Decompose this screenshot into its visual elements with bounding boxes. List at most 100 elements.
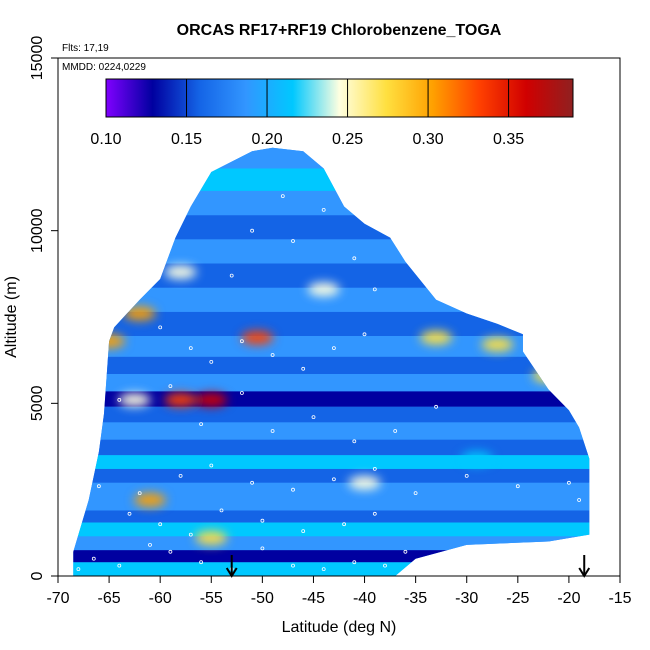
heatmap-band [73, 536, 590, 551]
heatmap-band [73, 191, 590, 216]
colorbar-fill [105, 78, 574, 118]
heatmap-hotspot [348, 475, 381, 490]
sample-point [331, 477, 336, 482]
heatmap-band [73, 263, 590, 288]
sample-point [383, 563, 387, 568]
sample-point [91, 556, 96, 561]
colorbar-ticks: 0.10 0.15 0.20 0.25 0.30 0.35 [90, 79, 524, 148]
sample-point [280, 194, 285, 199]
sample-point [219, 508, 224, 513]
sample-point [567, 480, 571, 485]
x-axis: -70 -65 -60 -55 -50 -45 -40 -35 -30 -25 -20 -15 [46, 576, 632, 607]
colorbar-tick-label: 0.20 [251, 131, 282, 148]
sample-point [291, 563, 295, 568]
colorbar-tick-label: 0.10 [90, 131, 121, 148]
x-tick-label: -35 [404, 590, 427, 607]
heatmap-band [73, 422, 590, 440]
x-tick-label: -30 [455, 590, 478, 607]
y-axis: 0 5000 10000 15000 [29, 36, 58, 580]
sample-point [178, 473, 183, 478]
heatmap-band [73, 455, 590, 469]
sample-point [250, 480, 255, 485]
heatmap-hotspot [195, 392, 228, 407]
sample-point [250, 228, 255, 233]
sample-point [158, 522, 163, 527]
sample-point [413, 491, 418, 496]
x-tick-label: -65 [98, 590, 121, 607]
x-tick-label: -25 [506, 590, 529, 607]
heatmap-band [73, 336, 590, 357]
sample-point [209, 463, 214, 468]
heatmap-band [73, 439, 590, 456]
sample-point [199, 422, 204, 427]
heatmap-band [73, 482, 590, 497]
sample-point [188, 346, 193, 351]
sample-point [342, 522, 347, 527]
sample-point [311, 415, 316, 420]
heatmap-band [73, 522, 590, 537]
colorbar: 0.10 0.15 0.20 0.25 0.30 0.35 [90, 78, 574, 148]
heatmap-band [73, 406, 590, 423]
flight-arrows [225, 555, 591, 578]
x-tick-label: -55 [200, 590, 223, 607]
sample-point [403, 549, 408, 554]
sample-point [148, 543, 152, 547]
sample-point [352, 439, 357, 444]
sample-point [168, 549, 173, 554]
heatmap-band [73, 215, 590, 240]
x-tick-label: -50 [251, 590, 274, 607]
sample-point [352, 256, 357, 261]
sample-point [260, 518, 265, 523]
heatmap-hotspot [118, 392, 151, 407]
sample-point [321, 207, 326, 212]
sample-point [199, 560, 204, 565]
x-axis-label: Latitude (deg N) [282, 619, 397, 636]
heatmap-band [73, 356, 590, 374]
sample-point [209, 359, 214, 364]
heatmap-band [73, 496, 590, 511]
heatmap-band [73, 168, 590, 191]
x-tick-label: -15 [608, 590, 631, 607]
sample-point [188, 532, 193, 537]
x-tick-label: -60 [149, 590, 172, 607]
colorbar-tick-label: 0.35 [493, 131, 524, 148]
heatmap-hotspot [164, 392, 197, 407]
flights-label: Flts: 17,19 [62, 43, 109, 54]
heatmap-band [73, 374, 590, 392]
sample-point [239, 391, 244, 395]
colorbar-tick-label: 0.30 [412, 131, 443, 148]
sample-point [393, 429, 398, 433]
heatmap-hotspot [241, 330, 274, 345]
sample-point [577, 498, 581, 502]
sample-point [260, 546, 265, 551]
y-axis-label: Altitude (m) [3, 276, 20, 358]
sample-point [291, 487, 295, 492]
sample-point [352, 560, 357, 565]
y-tick-label: 0 [29, 571, 46, 580]
heatmap-hotspot [164, 265, 197, 280]
heatmap-hotspot [532, 368, 565, 383]
y-tick-label: 5000 [29, 385, 46, 421]
sample-point [158, 325, 163, 330]
chart-title: ORCAS RF17+RF19 Chlorobenzene_TOGA [177, 22, 502, 39]
x-tick-label: -20 [557, 590, 580, 607]
sample-point [117, 397, 122, 402]
heatmap-hotspot [93, 334, 126, 349]
sample-point [168, 384, 173, 389]
sample-point [301, 366, 306, 371]
sample-points [76, 194, 581, 571]
sample-point [321, 567, 326, 571]
heatmap-band [73, 562, 590, 576]
heatmap-band [73, 510, 590, 523]
sample-point [117, 563, 122, 568]
sample-point [362, 332, 367, 337]
heatmap-hotspot [195, 531, 228, 545]
plot-frame [57, 57, 621, 577]
heatmap-band [73, 550, 590, 563]
sample-point [76, 567, 81, 571]
sample-point [239, 339, 244, 344]
flight-arrow [225, 555, 238, 578]
heatmap-band [73, 239, 590, 264]
sample-point [270, 429, 275, 433]
